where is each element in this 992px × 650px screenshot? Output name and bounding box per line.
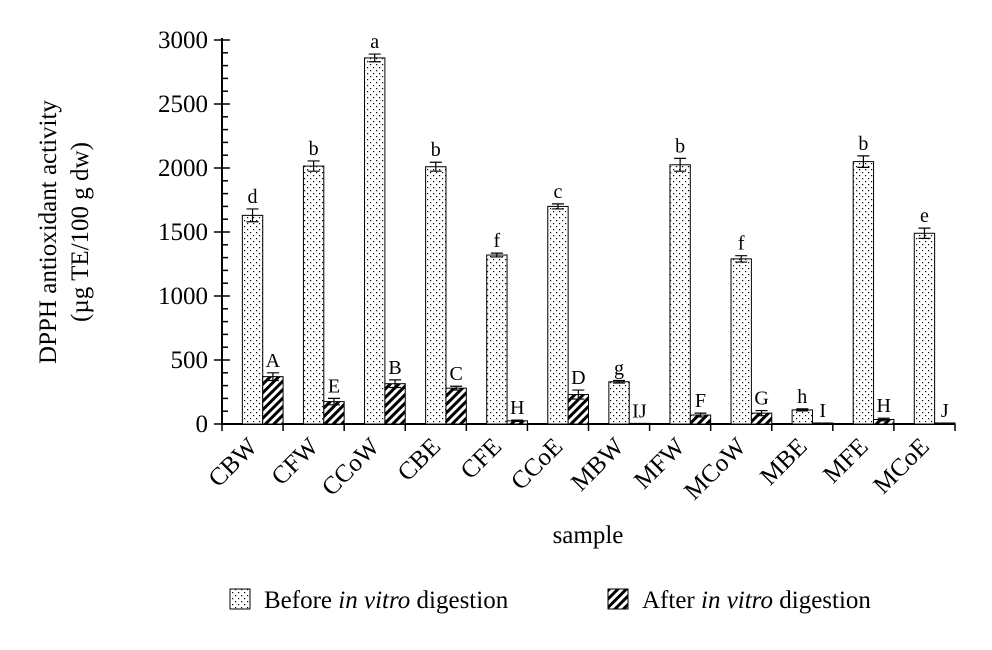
y-tick-label: 0 [196, 411, 209, 438]
x-tick-label: MBE [755, 433, 812, 490]
significance-letter: f [738, 233, 745, 255]
error-bar [857, 155, 870, 168]
error-bar [694, 412, 707, 418]
significance-letter: g [614, 357, 624, 379]
significance-letter: b [858, 133, 868, 155]
significance-letter: G [754, 388, 768, 410]
legend: Before in vitro digestion After in vitro … [229, 587, 871, 614]
x-tick-label: CFE [456, 433, 508, 485]
y-tick-label: 2500 [158, 91, 208, 118]
significance-letter: E [328, 375, 340, 397]
error-bar [511, 419, 524, 423]
error-bar [490, 252, 503, 258]
significance-letter: F [695, 390, 706, 412]
x-axis-title: sample [553, 522, 624, 549]
bar-before-digestion [547, 205, 569, 425]
error-bar [551, 203, 564, 210]
legend-label-after: After in vitro digestion [642, 587, 871, 614]
significance-letter: h [797, 386, 807, 408]
y-tick-label: 500 [171, 347, 209, 374]
error-bar [674, 157, 687, 172]
significance-letter: A [266, 350, 281, 372]
x-tick-label: CCoW [317, 433, 385, 501]
y-tick-label: 2000 [158, 155, 208, 182]
bar-after-digestion [262, 376, 284, 425]
error-bar [918, 227, 931, 239]
x-tick-label: CFW [267, 433, 325, 491]
bar-before-digestion [669, 164, 691, 425]
error-bar [429, 161, 442, 172]
error-bar [327, 397, 340, 406]
bar-before-digestion [852, 161, 875, 425]
error-bar [246, 208, 259, 223]
x-tick-label: MBW [566, 433, 630, 497]
significance-letter: b [431, 139, 441, 161]
x-tick-label: MFE [818, 433, 873, 488]
y-axis-title-line1: DPPH antioxidant activity [35, 100, 62, 364]
error-bar [450, 385, 463, 391]
bar-before-digestion [486, 254, 508, 425]
error-bar [613, 379, 626, 384]
error-bar [368, 53, 381, 63]
x-tick-label: CBW [204, 433, 264, 493]
error-bar [389, 379, 402, 389]
significance-letter: D [571, 367, 585, 389]
significance-letter: c [554, 181, 563, 203]
error-bar [755, 409, 768, 417]
significance-letter: b [309, 138, 319, 160]
bar-before-digestion [241, 214, 264, 425]
bar-after-digestion [445, 387, 467, 425]
significance-letter: d [248, 186, 258, 208]
significance-letter: a [370, 31, 379, 53]
bars: d b a b f c g b f h b e A E B C H D IJ F G I H J [241, 31, 956, 425]
x-tick-label: CCoE [506, 433, 568, 495]
significance-letter: H [877, 395, 891, 417]
error-bar [735, 255, 748, 263]
significance-letter: b [675, 135, 685, 157]
bar-after-digestion [628, 422, 651, 425]
bar-before-digestion [302, 165, 325, 425]
bar-before-digestion [730, 258, 752, 425]
y-axis: 0 500 1000 1500 2000 2500 3000 [158, 27, 230, 438]
error-bar [877, 417, 890, 422]
legend-swatch-before [229, 588, 251, 610]
x-tick-label: CBE [393, 433, 446, 486]
significance-letter: e [920, 205, 929, 227]
bar-after-digestion [811, 422, 834, 425]
y-tick-label: 1500 [158, 219, 208, 246]
significance-letter: I [819, 400, 826, 422]
legend-swatch-after [607, 588, 629, 610]
bar-after-digestion [934, 422, 956, 425]
x-tick-label: MCoE [869, 433, 935, 499]
bar-before-digestion [791, 409, 813, 425]
error-bar [307, 160, 320, 172]
significance-letter: C [449, 363, 462, 385]
bar-before-digestion [913, 232, 936, 425]
y-tick-label: 3000 [158, 27, 208, 54]
bar-before-digestion [608, 381, 630, 425]
error-bar [572, 389, 585, 400]
x-tick-label: MCoW [679, 433, 751, 505]
y-axis-title-line2: (µg TE/100 g dw) [67, 142, 94, 322]
significance-letter: f [494, 230, 501, 252]
bar-after-digestion [384, 383, 406, 425]
significance-letter: B [388, 357, 401, 379]
significance-letter: J [941, 400, 949, 422]
bar-before-digestion [425, 166, 447, 425]
significance-letter: H [510, 397, 524, 419]
legend-label-before: Before in vitro digestion [264, 587, 509, 614]
bar-before-digestion [364, 57, 386, 425]
error-bar [266, 372, 279, 382]
error-bar [796, 408, 809, 412]
y-tick-label: 1000 [158, 283, 208, 310]
significance-letter: IJ [632, 400, 647, 422]
